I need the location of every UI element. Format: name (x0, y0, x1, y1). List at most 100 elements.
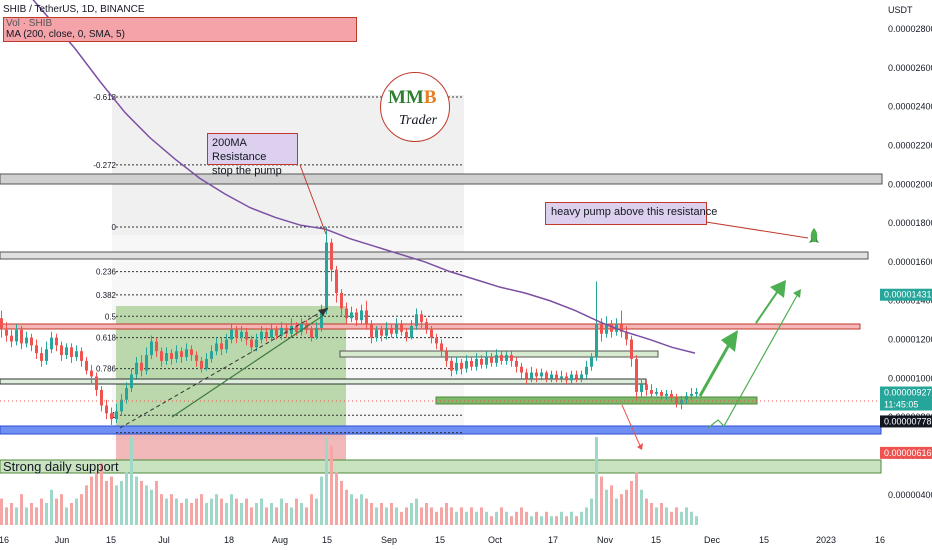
volume-bar (60, 494, 63, 525)
volume-bar (615, 498, 618, 525)
candle-body (405, 331, 408, 338)
price-tag-bg (880, 398, 932, 411)
candle-body (380, 329, 383, 336)
fib-label: 0.786 (96, 365, 117, 374)
candle-body (645, 384, 648, 390)
candle-body (110, 413, 113, 420)
candle-body (430, 329, 433, 338)
ma-resistance-callout[interactable]: 200MA Resistance stop the pump (207, 133, 298, 177)
time-tick-label: 15 (759, 535, 769, 545)
price-tick-label: 0.00001400 (888, 296, 932, 306)
volume-bar (580, 511, 583, 525)
volume-bar (35, 507, 38, 525)
volume-bar (295, 498, 298, 525)
volume-bar (595, 437, 598, 525)
volume-bar (250, 507, 253, 525)
down-arrow-head (637, 443, 643, 450)
candle-body (655, 391, 658, 394)
volume-bar (410, 503, 413, 525)
price-tag-bg (880, 415, 932, 428)
volume-bar (400, 511, 403, 525)
candle-body (600, 324, 603, 334)
volume-bar (5, 507, 8, 525)
candle-body (470, 360, 473, 367)
candle-body (670, 393, 673, 398)
candle-body (160, 351, 163, 361)
volume-bar (205, 503, 208, 525)
logo: MMB Trader (380, 72, 450, 142)
candle-body (605, 324, 608, 334)
volume-bar (25, 507, 28, 525)
rocket-icon (809, 228, 819, 243)
candle-body (680, 399, 683, 404)
candle-body (550, 374, 553, 379)
time-tick-label: 15 (322, 535, 332, 545)
volume-bar (605, 489, 608, 525)
volume-bar (650, 503, 653, 525)
volume-bar (530, 516, 533, 525)
volume-bar (85, 485, 88, 525)
ma-legend-box[interactable]: Vol · SHIB MA (200, close, 0, SMA, 5) (3, 17, 357, 42)
time-tick-label: 17 (548, 535, 558, 545)
down-arrow (621, 404, 642, 449)
candle-body (495, 355, 498, 363)
candle-body (455, 362, 458, 371)
volume-bar (570, 511, 573, 525)
volume-bar (280, 498, 283, 525)
volume-bar (260, 498, 263, 525)
volume-bar (495, 511, 498, 525)
volume-bar (300, 503, 303, 525)
price-tick-label: 0.00002000 (888, 179, 932, 189)
volume-bar (485, 511, 488, 525)
candle-body (355, 312, 358, 321)
volume-bar (30, 503, 33, 525)
volume-bar (315, 498, 318, 525)
volume-bar (45, 503, 48, 525)
volume-bar (325, 437, 328, 525)
time-tick-label: 18 (224, 535, 234, 545)
volume-bar (120, 481, 123, 525)
candle-body (145, 355, 148, 371)
callout-connector-ma (299, 164, 327, 235)
volume-bar (675, 507, 678, 525)
fib-label: -0.618 (93, 93, 116, 102)
heavy-pump-callout[interactable]: heavy pump above this resistance (545, 202, 717, 225)
candle-body (480, 358, 483, 365)
candle-body (565, 376, 568, 381)
volume-bar (405, 507, 408, 525)
candle-body (630, 339, 633, 359)
strong-support-band (0, 459, 882, 474)
volume-bar (565, 516, 568, 525)
candle-body (465, 360, 468, 369)
volume-bar (560, 511, 563, 525)
candle-body (325, 242, 328, 311)
candle-body (650, 390, 653, 394)
volume-bar (680, 511, 683, 525)
volume-bar (645, 498, 648, 525)
candle-body (585, 366, 588, 375)
volume-bar (195, 498, 198, 525)
volume-bar (350, 494, 353, 525)
volume-bar (70, 503, 73, 525)
volume-bar (690, 511, 693, 525)
support-band-blue (0, 425, 882, 435)
volume-bar (200, 494, 203, 525)
time-tick-label: 16 (875, 535, 885, 545)
time-axis[interactable]: 16 Jun 15 Jul 18 Aug 15 Sep 15 Oct 17 Nov 15 Dec 15 202… (0, 535, 885, 545)
projection-arrow-1-head (721, 330, 738, 352)
symbol-line[interactable]: SHIB / TetherUS, 1D, BINANCE (3, 4, 145, 15)
candle-body (505, 355, 508, 361)
candle-body (420, 314, 423, 323)
volume-bar (540, 516, 543, 525)
candle-body (570, 374, 573, 381)
volume-bar (245, 498, 248, 525)
candle-body (490, 357, 493, 363)
candle-body (415, 314, 418, 326)
time-tick-label: 2023 (816, 535, 836, 545)
volume-bar (215, 494, 218, 525)
volume-bar (450, 507, 453, 525)
volume-bar (555, 516, 558, 525)
price-tag-bg (880, 446, 932, 459)
time-tick-label: Dec (704, 535, 721, 545)
